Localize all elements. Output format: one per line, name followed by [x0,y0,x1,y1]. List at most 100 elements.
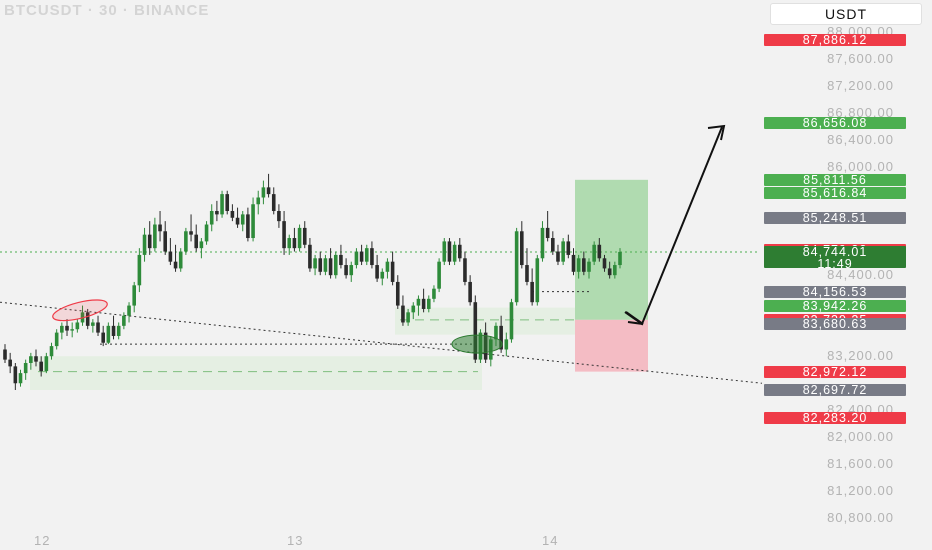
candle-body [132,285,137,306]
candle-body [613,265,617,276]
candle-body [359,251,364,262]
price-tag: 85,616.84 [764,187,906,199]
candle-body [142,234,147,255]
candle-body [468,281,472,303]
candle-body [225,194,230,212]
pullback-arrowhead [625,311,644,325]
candle-body [499,325,503,350]
price-axis-tick: 81,200.00 [827,483,894,499]
candle-body [582,258,586,272]
candle-body [308,244,312,269]
candle-body [571,254,576,272]
candle-body [168,251,173,262]
time-axis-tick: 13 [287,533,304,548]
candle-body [525,265,529,282]
demand-zone-upper [395,307,575,335]
candle-body [587,261,591,272]
long-position-stop-zone [575,319,648,372]
candle-body [292,238,297,249]
price-tag-label: 82,283.20 [802,411,868,426]
candle-body [23,362,28,374]
chart-area[interactable]: BTCUSDT · 30 · BINANCE [0,0,763,550]
candle-body [158,224,162,232]
time-axis-tick: 14 [542,533,559,548]
long-position-profit-zone [575,179,648,320]
candle-body [116,325,121,336]
candle-body [328,258,333,276]
candle-body [230,211,235,218]
candle-body [297,227,302,249]
candle-body [395,281,400,306]
candle-body [447,241,452,262]
candle-body [416,298,421,306]
candle-body [354,251,359,266]
candle-body [566,241,571,255]
candle-body [29,356,33,363]
candle-body [364,248,369,262]
candle-body [256,197,261,205]
candle-body [60,325,64,333]
candle-body [561,241,565,262]
price-tag: 84,744.01 11:49 [764,244,906,271]
price-tag-label: 85,811.56 [803,172,867,187]
price-tag-label: 84,744.01 [802,244,868,259]
candle-body [551,238,555,252]
bar-countdown-label: 11:49 [817,256,853,271]
candle-body [602,258,607,269]
candle-body [607,268,612,276]
candle-body [163,231,168,252]
candle-body [266,187,271,195]
candle-body [18,373,23,384]
price-axis-tick: 81,600.00 [827,456,894,472]
candle-body [535,258,540,303]
price-tag: 82,283.20 [764,412,906,424]
candle-body [127,305,131,316]
candle-body [111,325,116,336]
candle-body [509,302,514,340]
symbol-title: BTCUSDT · 30 · BINANCE [4,2,210,19]
candle-body [44,356,49,372]
candle-body [618,251,622,266]
candle-body [147,234,152,249]
candle-body [246,214,250,239]
candle-body [106,325,111,343]
candle-body [411,305,416,313]
projection-arrowhead [707,124,726,141]
price-tag-label: 87,886.12 [802,32,868,47]
candle-body [184,231,188,252]
candle-body [3,349,7,360]
candle-body [313,258,317,269]
candle-body [91,322,95,326]
price-tag-label: 82,697.72 [802,383,868,398]
candle-body [452,244,457,262]
price-axis-tick: 83,200.00 [827,348,894,364]
currency-selector-button[interactable]: USDT [770,3,922,25]
candle-body [339,254,343,266]
price-tag-label: 82,972.12 [802,364,868,379]
price-tag: 84,156.53 [764,285,906,298]
price-tag: 87,886.12 [764,32,906,47]
price-tag: 82,697.72 [764,384,906,396]
candle-body [261,187,266,198]
price-axis-tick: 86,400.00 [827,132,894,148]
price-axis-tick: 80,800.00 [827,510,894,526]
price-tag: 83,942.26 [764,300,906,312]
price-tag: 83,680.63 [764,318,906,330]
candle-body [494,325,498,340]
candle-body [215,211,219,215]
candle-body [34,356,38,362]
price-axis-tick: 87,200.00 [827,78,894,94]
price-tag-label: 83,680.63 [802,316,868,331]
candle-body [70,329,74,331]
candle-body [520,231,524,266]
candle-body [421,298,426,309]
candle-body [178,251,183,269]
candle-body [101,332,105,343]
candle-body [271,194,276,212]
candle-body [375,265,379,279]
candle-body [406,312,410,323]
price-tag-label: 85,248.51 [802,210,868,225]
liquidity-sweep-ellipse [451,334,503,354]
candle-body [457,244,462,259]
